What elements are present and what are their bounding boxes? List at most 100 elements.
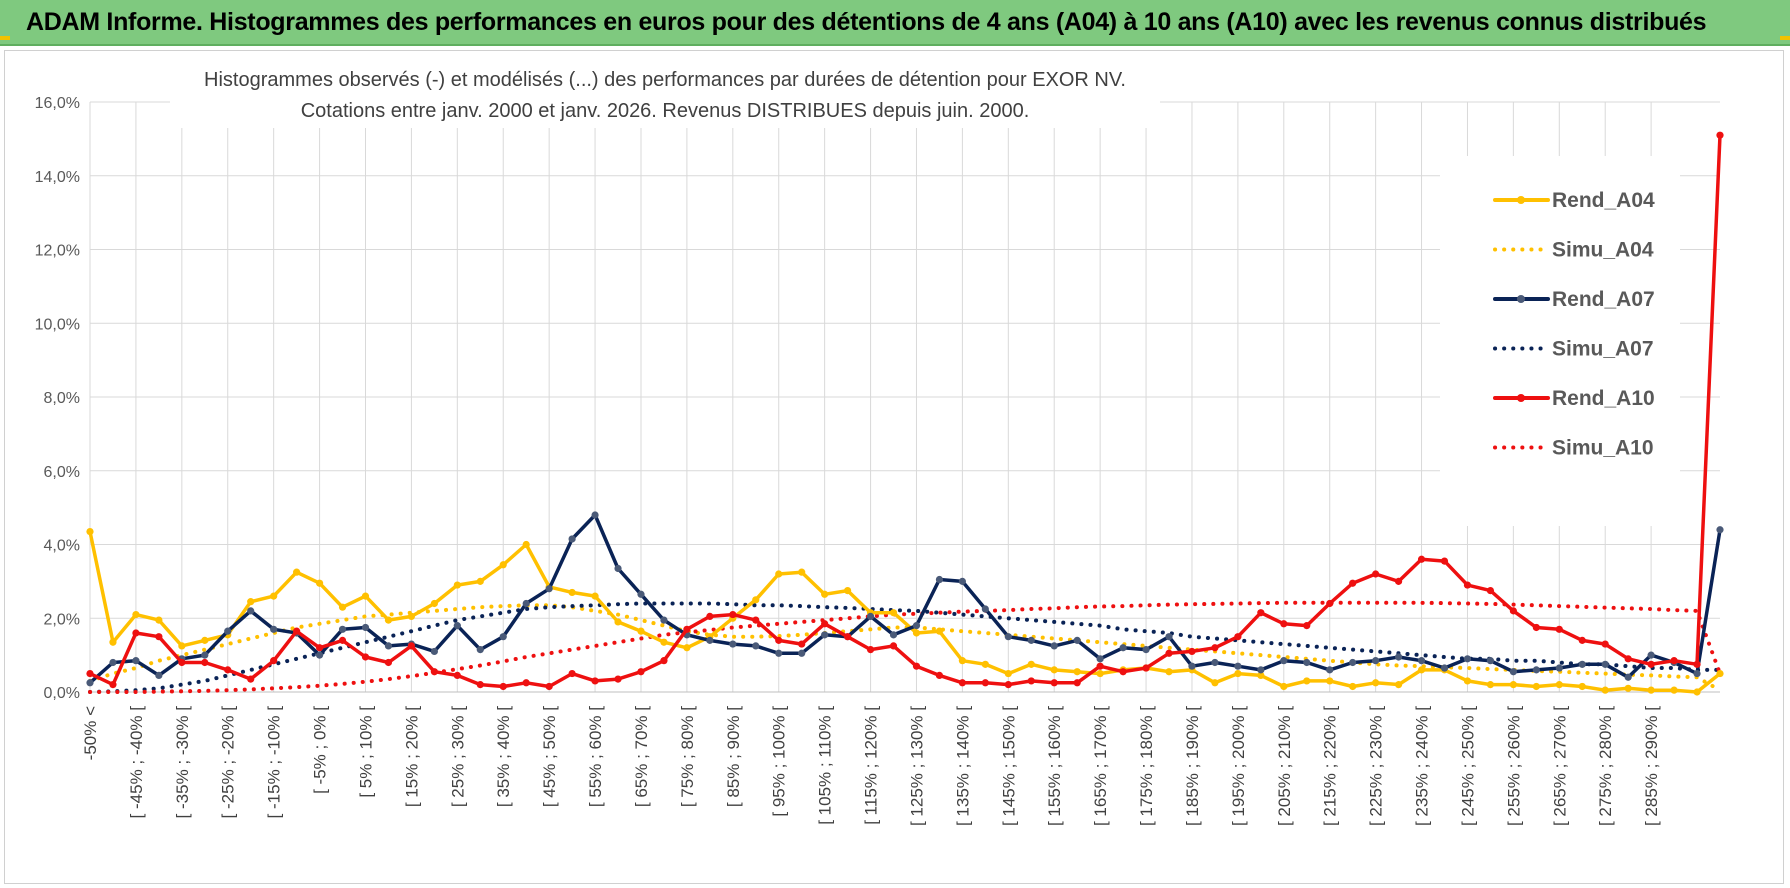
data-point	[1509, 607, 1517, 615]
series-line-simu-a04	[88, 603, 1722, 693]
data-point	[591, 677, 599, 685]
data-point	[935, 671, 944, 680]
data-point	[1303, 622, 1311, 630]
x-tick-label: [ 255% ; 260% [	[1504, 706, 1523, 826]
x-tick-label: [ 95% ; 100% [	[770, 706, 789, 817]
legend-marker	[1517, 394, 1525, 402]
data-point	[1394, 577, 1403, 585]
data-point	[1372, 679, 1380, 687]
data-point	[1555, 681, 1563, 689]
data-point	[545, 682, 553, 691]
data-point	[1165, 668, 1173, 676]
data-point	[1188, 662, 1196, 670]
data-point	[958, 577, 966, 585]
data-point	[499, 682, 507, 691]
data-point	[453, 671, 461, 680]
data-point	[683, 625, 691, 633]
y-tick-label: 8,0%	[44, 390, 80, 407]
data-point	[821, 620, 829, 628]
data-point	[1349, 682, 1357, 691]
data-point	[1257, 609, 1265, 617]
data-point	[155, 671, 163, 680]
chart-title-box: Histogrammes observés (-) et modélisés (…	[170, 62, 1160, 128]
data-point	[1050, 666, 1058, 674]
data-point	[109, 658, 117, 667]
data-point	[1716, 526, 1724, 534]
data-point	[522, 599, 530, 608]
corner-mark-right	[1780, 36, 1790, 40]
data-point	[1096, 662, 1104, 670]
data-point	[637, 590, 645, 598]
x-tick-label: [ 265% ; 270% [	[1550, 706, 1569, 826]
data-point	[1417, 666, 1426, 674]
legend-label: Rend_A04	[1552, 189, 1655, 212]
data-point	[1624, 684, 1632, 692]
data-point	[1165, 649, 1173, 657]
data-point	[660, 616, 668, 624]
data-point	[637, 627, 645, 635]
data-point	[522, 679, 530, 687]
data-point	[1716, 131, 1724, 139]
data-point	[912, 622, 921, 630]
data-point	[866, 645, 875, 654]
data-point	[1440, 664, 1449, 672]
data-point	[1004, 633, 1012, 641]
data-point	[430, 668, 438, 676]
data-point	[1326, 677, 1334, 685]
data-point	[224, 666, 232, 674]
data-point	[568, 535, 576, 543]
x-tick-label: [ 185% ; 190% [	[1183, 706, 1202, 826]
data-point	[1188, 647, 1196, 656]
data-point	[637, 668, 645, 676]
x-tick-label: [ 145% ; 150% [	[999, 706, 1018, 826]
data-point	[729, 640, 737, 648]
data-point	[775, 636, 783, 644]
data-point	[1142, 664, 1150, 672]
data-point	[1601, 686, 1609, 694]
data-point	[132, 629, 140, 637]
data-point	[752, 596, 760, 604]
x-tick-label: [ 165% ; 170% [	[1091, 706, 1110, 826]
y-tick-label: 2,0%	[44, 611, 80, 628]
data-point	[752, 616, 760, 624]
data-point	[866, 612, 875, 621]
chart-title: Histogrammes observés (-) et modélisés (…	[204, 69, 1126, 91]
data-point	[798, 640, 806, 648]
legend-background	[1440, 156, 1680, 526]
data-point	[1050, 642, 1058, 650]
data-point	[1073, 636, 1081, 644]
x-tick-label: [ -25% ; -20% [	[219, 706, 238, 819]
data-point	[1280, 682, 1288, 691]
data-point	[1096, 669, 1104, 678]
data-point	[384, 658, 393, 667]
data-point	[1326, 666, 1334, 674]
x-axis-labels: -50% < [ -45% ; -40% [[ -35% ; -30% [[ -2…	[81, 706, 1661, 826]
data-point	[247, 675, 255, 683]
data-point	[683, 644, 691, 652]
data-point	[155, 616, 163, 624]
data-point	[844, 586, 852, 595]
x-tick-label: [ 35% ; 40% [	[494, 706, 513, 807]
data-point	[1509, 681, 1517, 689]
data-point	[270, 657, 278, 665]
data-point	[453, 622, 461, 630]
data-point	[981, 605, 989, 613]
x-tick-label: [ -5% ; 0% [	[311, 706, 330, 794]
data-point	[361, 592, 370, 600]
data-point	[1234, 662, 1242, 670]
data-point	[1463, 581, 1472, 589]
legend-label: Simu_A07	[1552, 338, 1654, 361]
data-point	[1486, 657, 1495, 665]
data-point	[1050, 679, 1058, 687]
data-point	[315, 651, 324, 659]
data-point	[706, 636, 714, 644]
data-point	[775, 649, 783, 657]
legend-marker	[1517, 295, 1525, 303]
data-point	[821, 631, 829, 639]
data-point	[338, 636, 347, 644]
data-point	[1647, 660, 1655, 668]
x-tick-label: [ 105% ; 110% [	[816, 706, 835, 825]
data-point	[293, 627, 301, 635]
series-line-rend-a10	[88, 133, 1722, 689]
x-tick-label: [ 75% ; 80% [	[678, 706, 697, 807]
